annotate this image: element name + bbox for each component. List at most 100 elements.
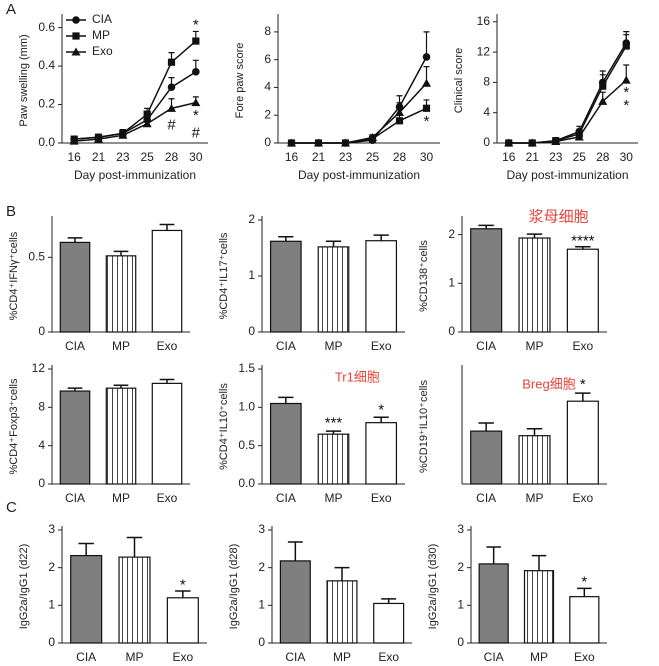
x-tick-label: CIA — [276, 491, 296, 505]
x-tick-label: Exo — [371, 339, 392, 353]
marker — [69, 136, 79, 145]
marker — [118, 130, 128, 139]
annotation: **** — [571, 232, 595, 249]
x-tick-label: Exo — [157, 339, 178, 353]
error-bar — [381, 598, 397, 604]
error-bar — [373, 416, 389, 423]
y-tick-label: 0 — [448, 324, 455, 338]
x-tick-label: CIA — [285, 650, 305, 664]
y-axis-label: %CD19⁺IL10⁺cells — [418, 380, 430, 473]
y-tick-label: 1.0 — [238, 400, 255, 414]
y-tick-label: 0.4 — [38, 58, 55, 72]
y-tick-label: 4 — [483, 105, 490, 119]
y-tick-label: 1 — [248, 268, 255, 282]
bar — [566, 248, 599, 333]
y-tick-label: 2 — [264, 107, 271, 121]
x-tick-label: CIA — [76, 650, 96, 664]
x-tick-label: 28 — [165, 150, 179, 164]
annotation: * — [623, 84, 629, 101]
error-bar — [325, 240, 342, 247]
y-tick-label: 1 — [457, 598, 464, 612]
marker — [368, 132, 377, 141]
marker — [422, 78, 431, 87]
marker — [287, 138, 296, 147]
y-tick-label: 0.0 — [238, 476, 255, 490]
line — [291, 82, 428, 144]
bar — [478, 563, 509, 644]
y-tick-label: 2 — [248, 212, 255, 226]
error-bar — [278, 396, 294, 404]
legend-label: CIA — [92, 12, 112, 26]
legend-label: Exo — [92, 44, 113, 58]
bar — [373, 602, 405, 644]
bar — [470, 430, 503, 485]
marker — [422, 53, 431, 61]
y-axis-label: IgG2a/IgG1 (d30) — [427, 544, 439, 630]
marker — [191, 98, 201, 107]
y-tick-label: 0 — [457, 635, 464, 649]
x-tick-label: 25 — [366, 150, 380, 164]
bar — [105, 255, 137, 333]
y-tick-label: 1.5 — [238, 361, 255, 375]
annotation: 浆母细胞 — [529, 208, 589, 226]
bar — [518, 237, 551, 333]
bar — [279, 560, 311, 644]
annotation: * — [581, 574, 587, 591]
bar — [118, 556, 151, 644]
marker — [143, 110, 151, 118]
y-tick-label: 1 — [48, 598, 55, 612]
y-axis-label: %CD4⁺IL10⁺cells — [218, 383, 230, 470]
x-tick-label: 23 — [116, 150, 130, 164]
y-tick-label: 0.5 — [238, 438, 255, 452]
annotation: * — [378, 401, 384, 418]
legend-label: MP — [92, 28, 110, 42]
y-tick-label: 2 — [457, 560, 464, 574]
bar — [151, 229, 183, 333]
bar — [59, 241, 91, 333]
line — [291, 107, 427, 144]
y-tick-label: 2 — [258, 560, 265, 574]
y-tick-label: 0 — [248, 324, 255, 338]
y-tick-label: 6 — [264, 52, 271, 66]
x-tick-label: 16 — [67, 150, 81, 164]
y-tick-label: 0.6 — [38, 20, 55, 34]
y-axis-label: Paw swelling (mm) — [18, 34, 30, 126]
x-tick-label: 23 — [549, 150, 563, 164]
marker — [142, 119, 152, 128]
annotation: # — [192, 124, 201, 141]
y-axis-label: %CD138⁺cells — [418, 240, 430, 312]
x-axis-label: Day post-immunization — [298, 168, 420, 182]
y-axis-label: %CD4⁺Foxp3⁺cells — [8, 378, 20, 474]
error-bar — [175, 590, 191, 598]
marker — [395, 107, 404, 116]
marker — [574, 132, 584, 141]
bar — [518, 435, 551, 485]
bar — [269, 402, 302, 485]
bar — [105, 387, 137, 485]
x-tick-label: Exo — [371, 491, 392, 505]
y-axis-label: Fore paw score — [234, 43, 246, 119]
annotation: * — [424, 113, 430, 130]
panel-label: C — [6, 499, 17, 516]
error-bar — [531, 554, 547, 571]
x-tick-label: MP — [112, 339, 130, 353]
x-tick-label: Exo — [574, 650, 595, 664]
x-tick-label: 21 — [312, 150, 326, 164]
marker — [192, 68, 200, 76]
line — [508, 45, 627, 144]
x-tick-label: MP — [126, 650, 144, 664]
y-tick-label: 8 — [264, 24, 271, 38]
x-tick-label: Exo — [157, 491, 178, 505]
annotation: * — [180, 577, 186, 594]
y-axis-label: %CD4⁺IL17⁺cells — [218, 232, 230, 319]
bar — [269, 240, 302, 333]
marker — [314, 138, 323, 147]
x-tick-label: 23 — [339, 150, 353, 164]
y-tick-label: 8 — [38, 400, 45, 414]
line — [508, 79, 627, 144]
bar — [317, 246, 350, 333]
x-tick-label: 28 — [393, 150, 407, 164]
y-tick-label: 0 — [48, 635, 55, 649]
y-axis-label: %CD4⁺IFNγ⁺cells — [8, 231, 20, 320]
